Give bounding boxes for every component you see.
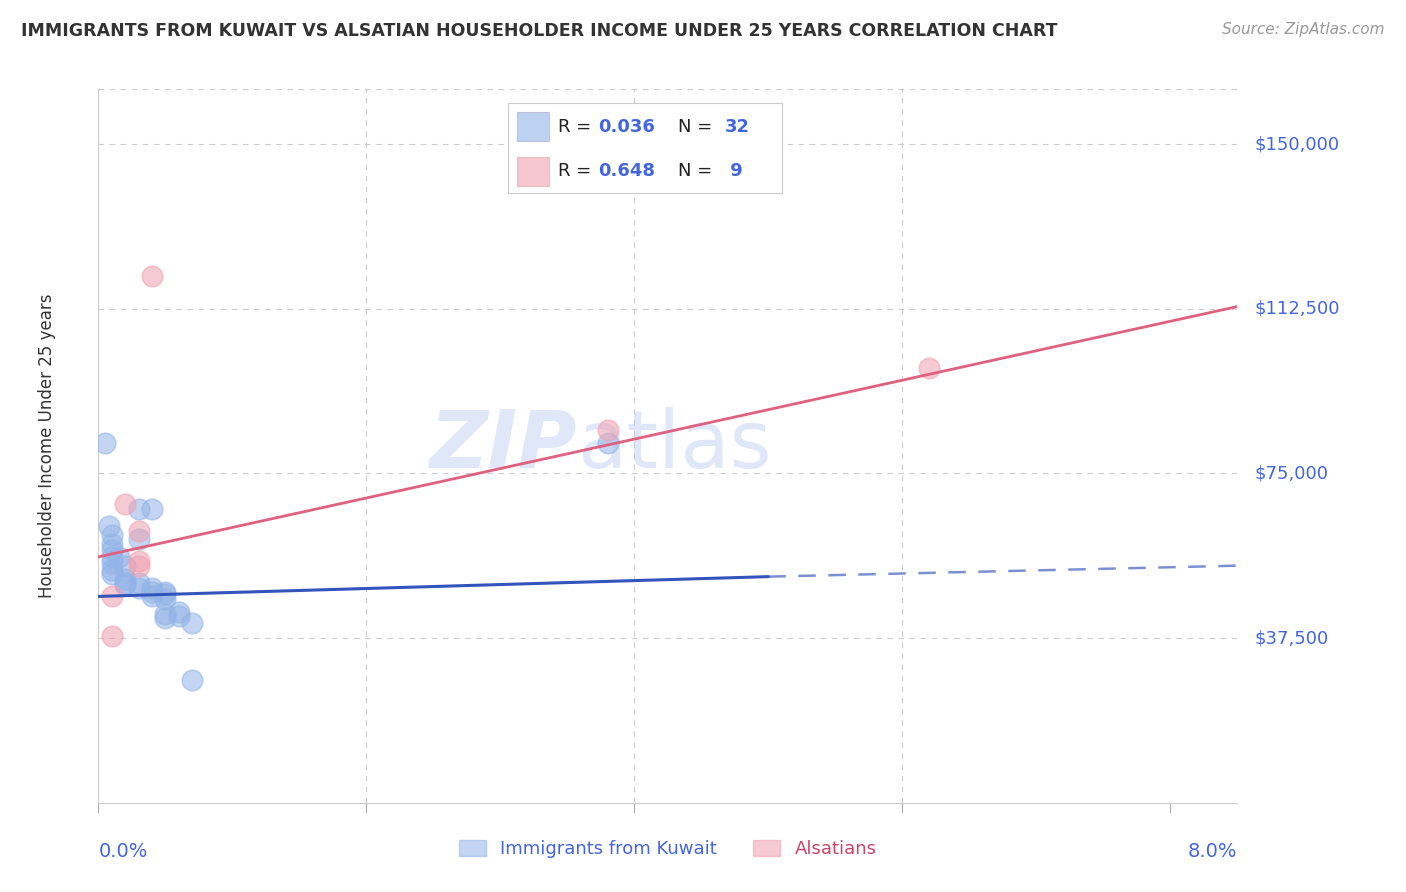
Text: Source: ZipAtlas.com: Source: ZipAtlas.com — [1222, 22, 1385, 37]
Point — [101, 563, 124, 577]
Point — [141, 268, 163, 283]
Point — [918, 361, 941, 376]
Point — [114, 578, 136, 592]
Point — [107, 549, 129, 564]
Point — [596, 423, 619, 437]
Point — [128, 558, 150, 573]
Point — [101, 557, 124, 571]
Text: 0.0%: 0.0% — [98, 842, 148, 861]
Point — [101, 629, 124, 643]
Point — [98, 519, 121, 533]
Point — [167, 605, 190, 619]
Text: atlas: atlas — [576, 407, 770, 485]
Point — [101, 549, 124, 564]
Point — [114, 572, 136, 586]
Point — [181, 615, 204, 630]
Point — [114, 497, 136, 511]
Point — [181, 673, 204, 687]
Point — [101, 537, 124, 551]
Point — [155, 611, 177, 625]
Point — [101, 543, 124, 558]
Point — [101, 528, 124, 542]
Text: ZIP: ZIP — [429, 407, 576, 485]
Point — [114, 576, 136, 591]
Text: $150,000: $150,000 — [1254, 135, 1340, 153]
Point — [101, 567, 124, 582]
Text: 8.0%: 8.0% — [1188, 842, 1237, 861]
Point — [128, 581, 150, 595]
Legend: Immigrants from Kuwait, Alsatians: Immigrants from Kuwait, Alsatians — [451, 832, 884, 865]
Point — [141, 581, 163, 595]
Point — [128, 554, 150, 568]
Point — [155, 591, 177, 606]
Text: $112,500: $112,500 — [1254, 300, 1340, 318]
Point — [141, 585, 163, 599]
Point — [155, 585, 177, 599]
Point — [114, 558, 136, 573]
Text: Householder Income Under 25 years: Householder Income Under 25 years — [38, 293, 56, 599]
Text: IMMIGRANTS FROM KUWAIT VS ALSATIAN HOUSEHOLDER INCOME UNDER 25 YEARS CORRELATION: IMMIGRANTS FROM KUWAIT VS ALSATIAN HOUSE… — [21, 22, 1057, 40]
Point — [128, 524, 150, 538]
Point — [128, 533, 150, 547]
Text: $37,500: $37,500 — [1254, 629, 1329, 647]
Point — [128, 576, 150, 591]
Point — [128, 501, 150, 516]
Point — [167, 609, 190, 624]
Point — [155, 607, 177, 621]
Text: $75,000: $75,000 — [1254, 465, 1329, 483]
Point — [141, 501, 163, 516]
Point — [141, 590, 163, 604]
Point — [155, 587, 177, 601]
Point — [596, 435, 619, 450]
Point — [94, 435, 117, 450]
Point — [101, 590, 124, 604]
